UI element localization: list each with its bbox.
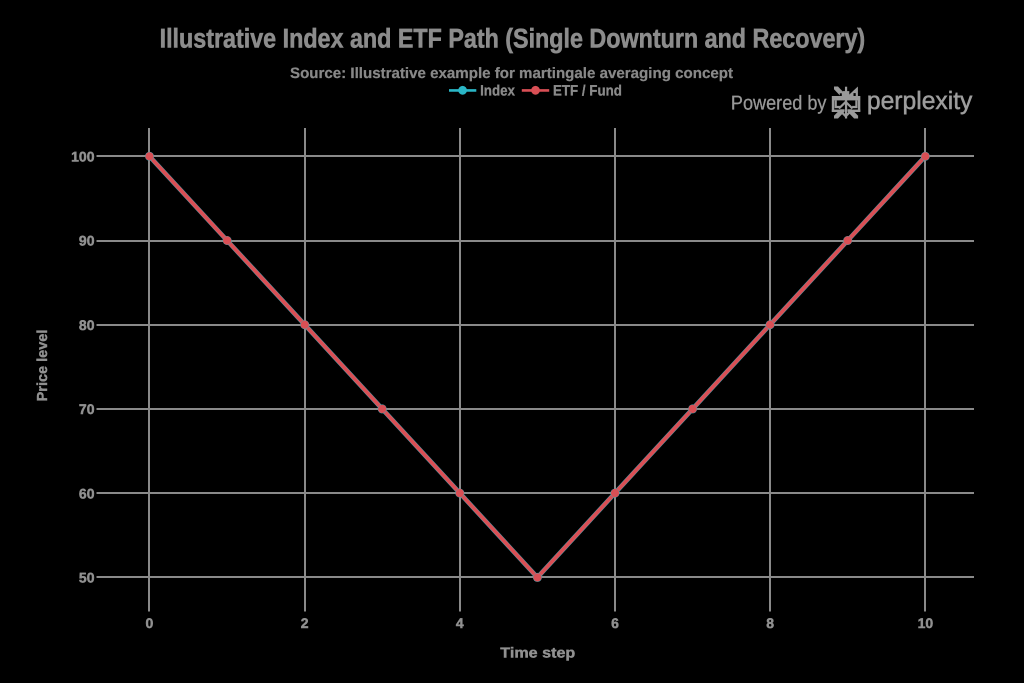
svg-text:Index: Index	[480, 83, 515, 100]
svg-text:2: 2	[301, 615, 309, 631]
svg-text:80: 80	[79, 317, 95, 333]
svg-text:60: 60	[79, 485, 95, 501]
svg-text:perplexity: perplexity	[867, 87, 973, 115]
svg-text:70: 70	[79, 401, 95, 417]
svg-text:Source: Illustrative example f: Source: Illustrative example for marting…	[290, 65, 733, 82]
svg-text:100: 100	[71, 148, 95, 164]
svg-text:8: 8	[766, 615, 774, 631]
svg-text:4: 4	[456, 615, 464, 631]
svg-text:6: 6	[611, 615, 619, 631]
svg-text:50: 50	[79, 570, 95, 586]
svg-text:10: 10	[918, 615, 934, 631]
svg-text:ETF / Fund: ETF / Fund	[553, 83, 622, 100]
svg-text:Illustrative Index and ETF Pat: Illustrative Index and ETF Path (Single …	[160, 24, 866, 54]
svg-text:Time step: Time step	[500, 646, 575, 662]
svg-text:90: 90	[79, 233, 95, 249]
svg-text:Powered by: Powered by	[731, 92, 827, 114]
svg-text:0: 0	[146, 615, 154, 631]
svg-text:Price level: Price level	[35, 330, 51, 402]
